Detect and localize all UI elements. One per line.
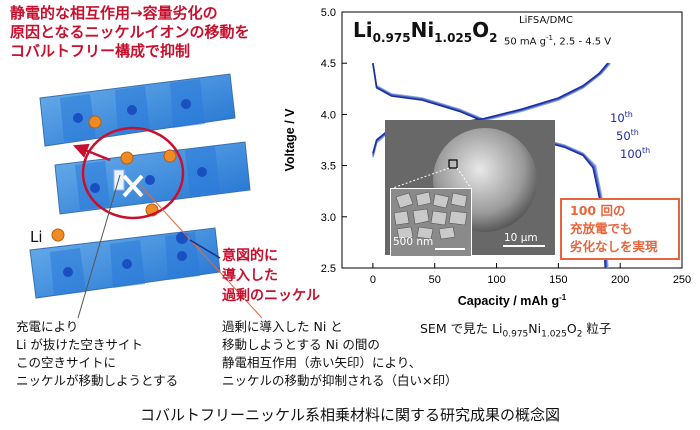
transition-metal-layer-middle [54, 141, 251, 215]
crystal-structure-illustration [29, 73, 263, 319]
li-legend-atom [51, 228, 65, 242]
no-degradation-callout: 100 回の 充放電でも 劣化なしを実現 [560, 198, 680, 260]
figure-caption: コバルトフリーニッケル系相乗材料に関する研究成果の概念図 [139, 406, 560, 424]
li-label: Li [30, 228, 43, 246]
intentional-excess-ni-label: 意図的に 導入した 過剰のニッケル [222, 248, 320, 304]
x-tick-label: 250 [673, 274, 691, 286]
y-axis-label: Voltage / V [283, 108, 297, 172]
transition-metal-layer-top [39, 73, 236, 147]
scale-label-10um: 10 μm [504, 232, 538, 244]
electrolyte-label: LiFSA/DMC [519, 15, 573, 26]
series-50-charge-line [372, 62, 610, 156]
li-atoms [51, 115, 177, 242]
highlight-circle [81, 126, 185, 220]
transition-metal-layer-bottom [29, 227, 221, 299]
x-axis-label: Capacity / mAh g-1 [458, 293, 567, 308]
test-condition-label: 50 mA g-1, 2.5 - 4.5 V [504, 34, 612, 48]
electrostatic-arrow [73, 143, 111, 162]
sem-zoom-box [448, 159, 458, 169]
cycle-label-100: 100th [620, 146, 651, 161]
excess-ni-atom [176, 232, 188, 244]
leader-vacancy [77, 174, 121, 319]
mechanism-title: 静電的な相互作用→容量劣化の 原因となるニッケルイオンの移動を コバルトフリー構… [10, 4, 250, 60]
x-tick-label: 200 [611, 274, 629, 286]
series-100-charge-line [372, 62, 609, 154]
white-x-mark [122, 174, 144, 198]
leader-excess [139, 184, 263, 319]
charge-vacancy-text: 充電により Li が抜けた空きサイト この空きサイトに ニッケルが移動しようとす… [16, 319, 179, 388]
plot-frame [341, 11, 683, 269]
chart-formula: Li0.975Ni1.025O2 [353, 18, 498, 45]
x-tick-label: 100 [487, 274, 505, 286]
cycle-label-10: 10th [610, 110, 633, 125]
y-tick-label: 4.0 [321, 109, 336, 121]
cycle-label-50: 50th [616, 128, 639, 143]
leader-intentional [189, 239, 221, 259]
sem-caption: SEM で見た Li0.975Ni1.025O2 粒子 [420, 321, 612, 340]
x-tick-label: 0 [370, 274, 376, 286]
y-tick-label: 5.0 [321, 7, 336, 19]
scale-label-500nm: 500 nm [393, 236, 434, 248]
y-tick-label: 4.5 [321, 58, 336, 70]
y-tick-label: 3.5 [321, 161, 336, 173]
y-tick-label: 2.5 [321, 263, 336, 275]
y-tick-label: 3.0 [321, 212, 336, 224]
excess-ni-text: 過剰に導入した Ni と 移動しようとする Ni の間の 静電相互作用（赤い矢印… [222, 319, 458, 388]
x-tick-label: 50 [429, 274, 441, 286]
sem-zoom-inset [390, 188, 472, 257]
x-tick-label: 150 [549, 274, 567, 286]
